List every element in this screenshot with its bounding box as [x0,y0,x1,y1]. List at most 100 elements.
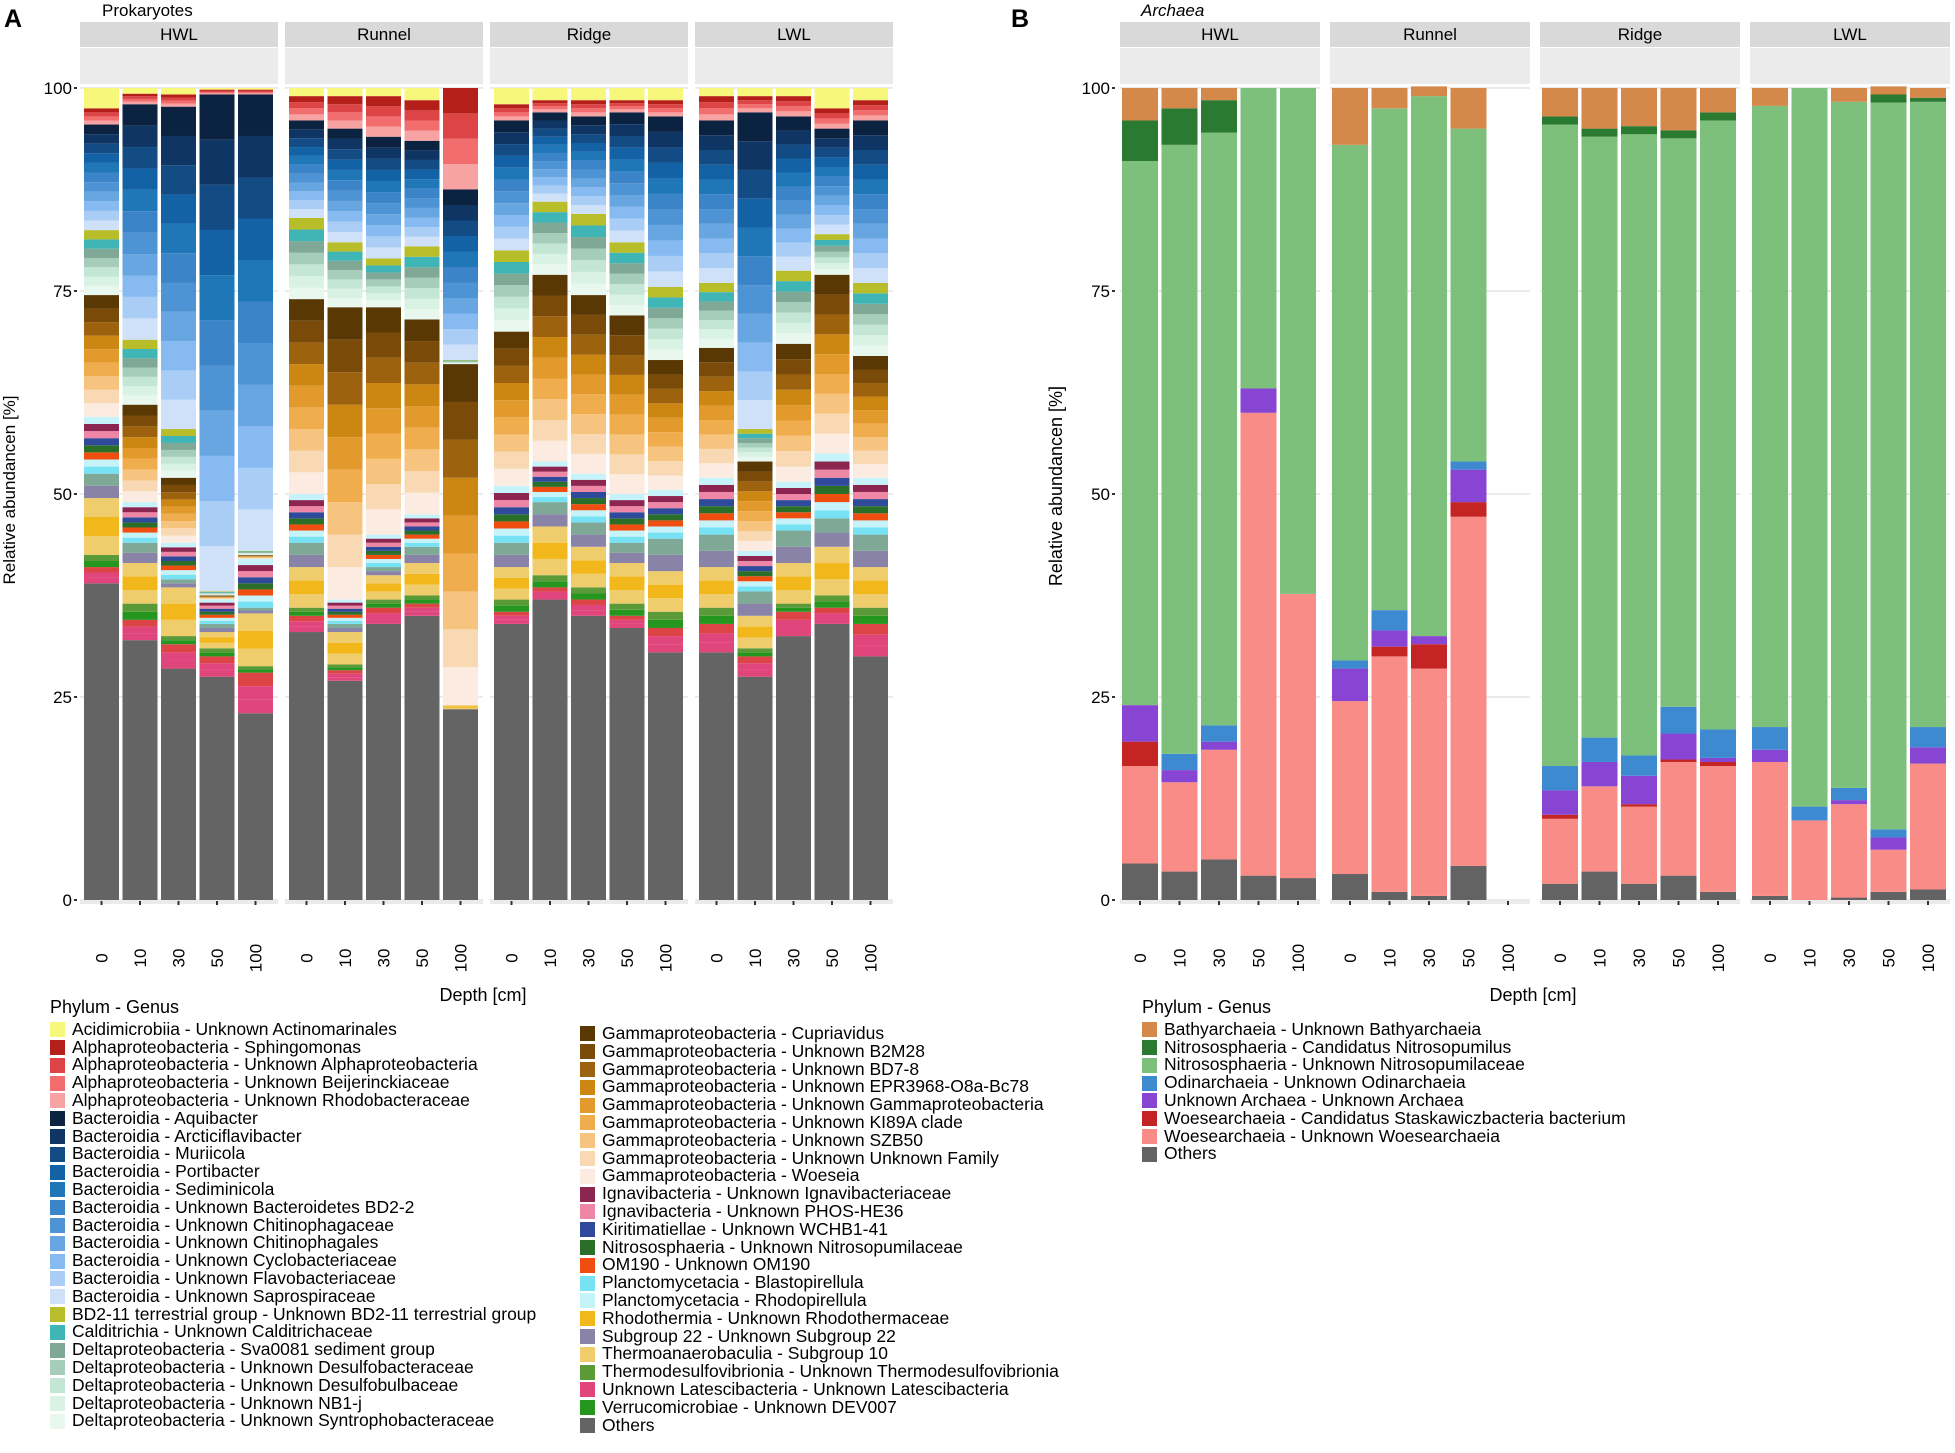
x-tick-label: 30 [375,949,394,968]
bar-segment [1241,413,1277,876]
bar-segment [84,403,119,417]
bar-segment [1451,462,1487,470]
bar-segment [648,585,683,599]
bar-segment [200,648,235,652]
bar-segment [328,535,363,567]
bar-segment [776,96,811,101]
bar-segment [161,450,196,457]
bar-segment [200,593,235,594]
bar-segment [738,581,773,586]
bar-segment [494,180,529,192]
y-tick-label: 50 [1091,485,1110,504]
bar-segment [443,363,478,364]
bar-segment [289,120,324,129]
legend-item: Bathyarchaeia - Unknown Bathyarchaeia [1142,1021,1626,1039]
bar-segment [648,163,683,179]
bar-segment [328,96,363,104]
bar-segment [738,586,773,591]
bar-segment [238,260,273,301]
bar-segment [648,100,683,104]
bar-segment [738,314,773,343]
bar-segment [699,339,734,348]
bar-segment [648,526,683,532]
bar-segment [405,384,440,406]
bar-segment [494,486,529,493]
bar-segment [853,314,888,324]
bar-segment [84,277,119,286]
bar-segment [443,205,478,221]
bar-segment [776,590,811,604]
bar-segment [571,214,606,226]
bar-segment [84,336,119,350]
bar-segment [405,428,440,450]
bar-segment [610,512,645,518]
bar-segment [366,543,401,547]
bar-segment [1332,874,1368,900]
bar-segment [776,518,811,524]
bar-segment [84,452,119,459]
bar-segment [405,341,440,363]
bar-segment [571,600,606,605]
bar-segment [405,616,440,900]
bar-segment [853,492,888,499]
bar-segment [443,298,478,314]
bar-segment [84,120,119,124]
bar-segment [84,163,119,173]
bar-segment [738,556,773,561]
bar-segment [366,170,401,181]
bar-segment [84,498,119,517]
bar-segment [1162,770,1198,782]
legend-label: Gammaproteobacteria - Unknown SZB50 [602,1132,923,1150]
bar-segment [853,383,888,397]
bar-segment [200,606,235,609]
bar-segment [853,180,888,195]
bar-segment [200,632,235,637]
bar-segment [776,608,811,612]
bar-segment [494,383,529,400]
legend-swatch [50,1236,65,1251]
bar-segment [699,624,734,633]
facet-label: HWL [160,25,198,44]
bar-segment [84,125,119,135]
y-tick-label: 75 [53,282,72,301]
bar-segment [853,608,888,616]
bar-segment [776,405,811,420]
legend-swatch [580,1204,595,1219]
bar-segment [1661,130,1697,138]
bar-segment [161,536,196,543]
bar-segment [815,148,850,158]
bar-segment [200,663,235,670]
bar-segment [1910,889,1946,900]
bar-segment [161,370,196,399]
bar-segment [571,355,606,375]
bar-segment [1700,120,1736,729]
bar-segment [815,354,850,374]
bar-segment [123,512,158,517]
legend-swatch [580,1365,595,1380]
facet-label: Runnel [357,25,411,44]
bar-segment [776,500,811,506]
bar-segment [776,271,811,281]
legend-label: Deltaproteobacteria - Unknown Syntrophob… [72,1412,494,1430]
bar-segment [1792,820,1828,900]
bar-segment [238,553,273,554]
bar-segment [738,521,773,531]
bar-segment [571,112,606,116]
bar-segment [366,551,401,555]
y-tick-label: 25 [53,688,72,707]
bar-segment [738,627,773,638]
bar-segment [161,528,196,535]
bar-segment [853,485,888,492]
bar-segment [84,239,119,248]
bar-segment [815,246,850,252]
bar-segment [610,253,645,263]
bar-segment [123,94,158,97]
bar-segment [533,487,568,492]
bar-segment [699,527,734,534]
bar-segment [648,350,683,360]
bar-segment [494,500,529,507]
bar-segment [610,553,645,563]
bar-segment [238,596,273,602]
bar-segment [648,209,683,225]
